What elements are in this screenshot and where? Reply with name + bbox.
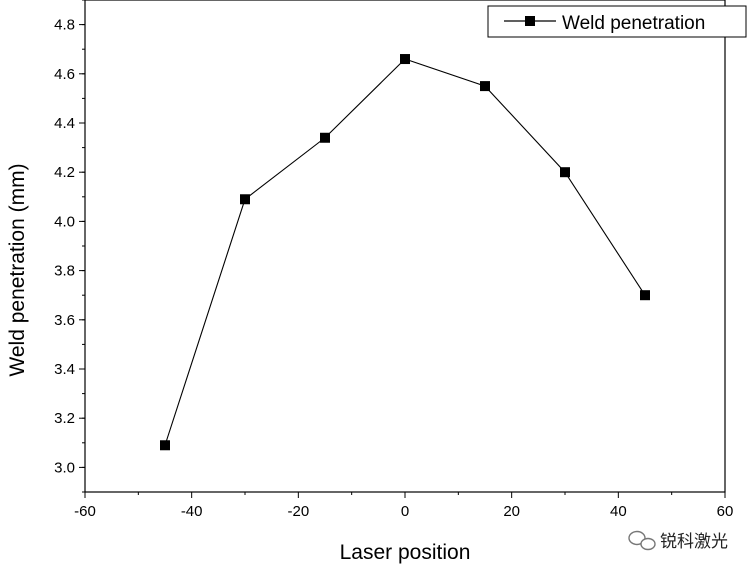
data-point xyxy=(240,194,250,205)
x-tick-label: 0 xyxy=(401,503,409,520)
data-point xyxy=(160,440,170,451)
series-layer xyxy=(160,54,650,451)
y-tick-label: 4.8 xyxy=(54,17,75,34)
x-tick-label: -60 xyxy=(74,503,96,520)
data-point xyxy=(320,132,330,143)
y-tick-label: 4.2 xyxy=(54,164,75,181)
y-tick-label: 4.6 xyxy=(54,66,75,83)
legend: Weld penetration xyxy=(487,5,747,38)
y-axis-ticks: 3.0 3.2 3.4 3.6 3.8 4.0 4.2 4.4 4.6 4.8 xyxy=(54,0,85,493)
watermark-text: 锐科激光 xyxy=(660,532,728,552)
y-tick-label: 3.0 xyxy=(54,459,75,476)
wechat-icon xyxy=(628,530,656,551)
series-line xyxy=(164,58,646,446)
x-tick-label: -20 xyxy=(287,503,309,520)
data-point xyxy=(640,290,650,301)
x-tick-label: 20 xyxy=(503,503,520,520)
legend-marker-sample xyxy=(525,16,535,26)
x-tick-label: 60 xyxy=(717,503,734,520)
data-point xyxy=(560,167,570,178)
y-tick-label: 4.4 xyxy=(54,115,75,132)
y-tick-label: 3.2 xyxy=(54,410,75,427)
x-tick-label: -40 xyxy=(181,503,203,520)
y-axis-title: Weld penetration (mm) xyxy=(6,163,29,376)
watermark: 锐科激光 xyxy=(628,530,728,552)
legend-label: Weld penetration xyxy=(562,13,705,34)
y-tick-label: 4.0 xyxy=(54,213,75,230)
data-point xyxy=(400,54,410,65)
plot-frame xyxy=(84,0,726,493)
x-axis-title: Laser position xyxy=(340,541,471,564)
data-point xyxy=(480,81,490,92)
y-tick-label: 3.8 xyxy=(54,263,75,280)
x-tick-label: 40 xyxy=(610,503,627,520)
y-tick-label: 3.4 xyxy=(54,361,75,378)
x-axis-ticks: -60 -40 -20 0 20 40 60 xyxy=(74,492,733,520)
y-tick-label: 3.6 xyxy=(54,312,75,329)
